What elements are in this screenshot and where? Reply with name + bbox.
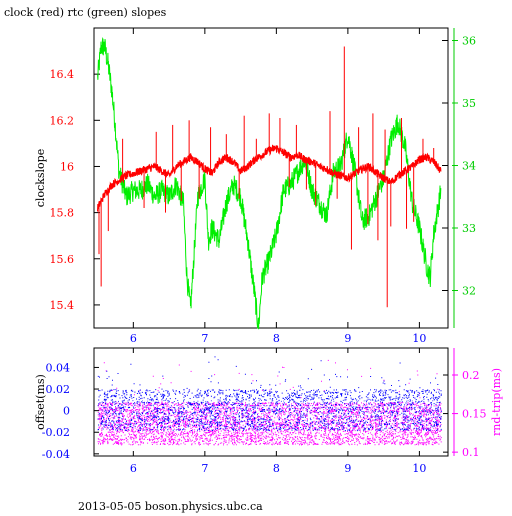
bottom-plot-frame (93, 347, 449, 457)
top-left-y-tick-label: 15.8 (50, 207, 75, 220)
top-left-y-tick-label: 15.6 (50, 253, 75, 266)
bottom-left-y-tick-label: 0.02 (46, 383, 71, 396)
top-left-y-tick-label: 16 (60, 160, 74, 173)
clock-series-line (97, 144, 442, 212)
top-x-tick-label: 9 (344, 332, 351, 345)
bottom-x-tick-label: 6 (130, 462, 137, 475)
chart-title: clock (red) rtc (green) slopes (4, 6, 167, 19)
bottom-right-y-tick-label: 0.15 (462, 408, 487, 421)
offset-points (97, 356, 442, 432)
bottom-left-y-tick-label: 0.04 (46, 361, 71, 374)
bottom-right-y-axis-label: rnd-trip(ms) (490, 368, 503, 436)
bottom-x-tick-label: 10 (412, 462, 426, 475)
top-x-tick-label: 10 (412, 332, 426, 345)
footer-text: 2013-05-05 boson.physics.ubc.ca (78, 500, 263, 513)
top-x-tick-label: 7 (201, 332, 208, 345)
top-left-y-tick-label: 16.4 (50, 68, 75, 81)
top-left-y-tick-label: 16.2 (50, 114, 75, 127)
top-right-y-tick-label: 36 (462, 35, 476, 48)
bottom-x-tick-label: 9 (344, 462, 351, 475)
bottom-left-y-tick-label: -0.04 (42, 448, 70, 461)
top-y-axis-label: clockslope (34, 149, 47, 207)
bottom-x-tick-label: 7 (201, 462, 208, 475)
top-right-y-tick-label: 32 (462, 285, 476, 298)
top-x-tick-label: 6 (130, 332, 137, 345)
top-x-tick-label: 8 (273, 332, 280, 345)
top-left-y-tick-label: 15.4 (50, 299, 75, 312)
bottom-right-y-tick-label: 0.2 (462, 369, 480, 382)
bottom-left-y-tick-label: -0.02 (42, 426, 70, 439)
top-plot-frame (93, 27, 449, 329)
bottom-x-tick-label: 8 (273, 462, 280, 475)
bottom-left-y-axis-label: offset(ms) (34, 374, 47, 430)
bottom-right-y-tick-label: 0.1 (462, 446, 480, 459)
bottom-left-y-tick-label: 0 (63, 405, 70, 418)
top-right-y-tick-label: 34 (462, 160, 476, 173)
top-right-y-tick-label: 33 (462, 222, 476, 235)
roundtrip-points (97, 359, 442, 446)
top-right-y-tick-label: 35 (462, 97, 476, 110)
